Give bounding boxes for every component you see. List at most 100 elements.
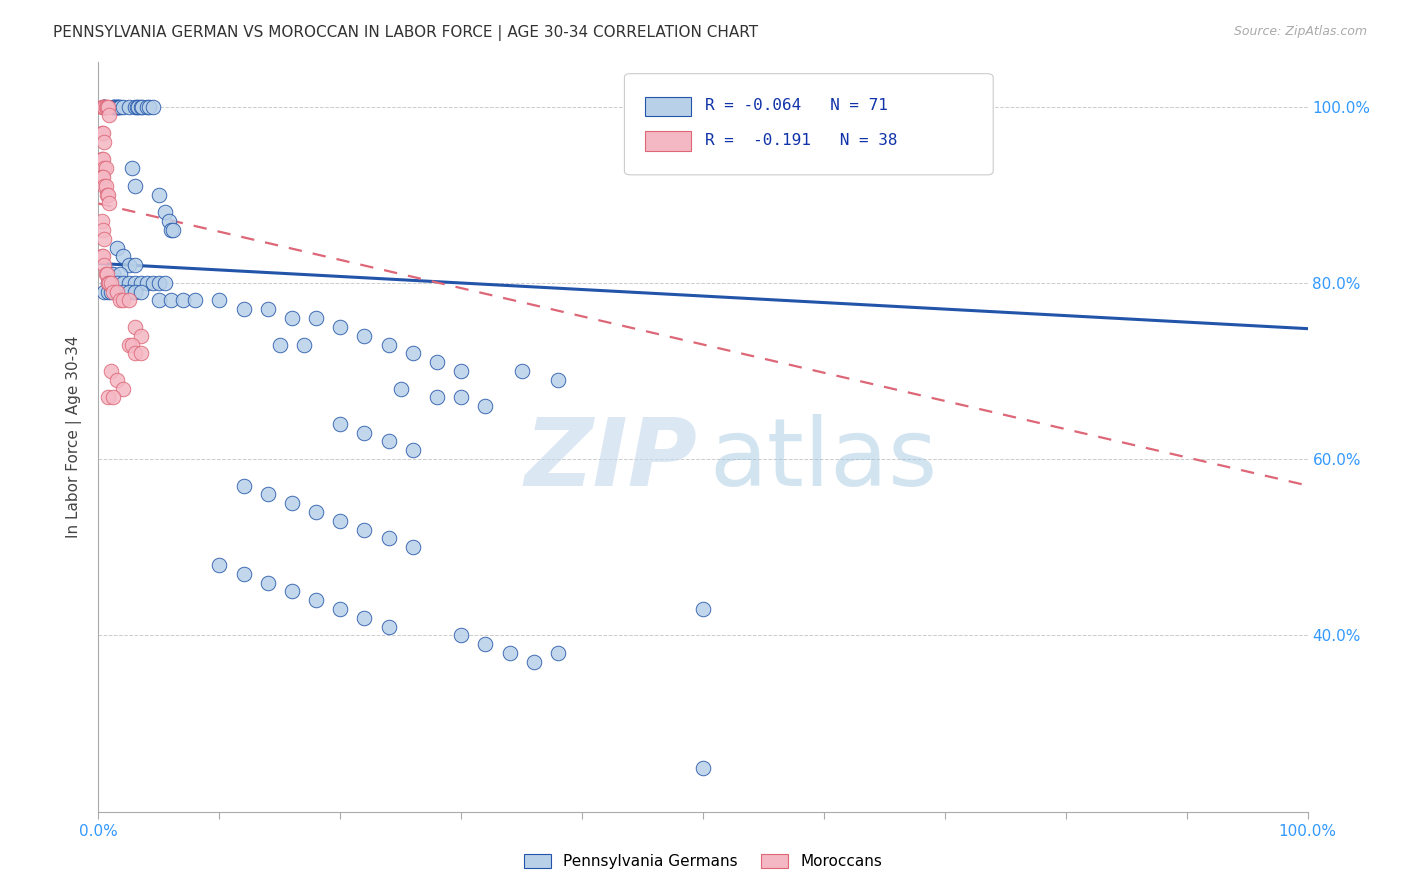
Point xyxy=(281,496,304,510)
Point xyxy=(91,99,114,113)
Point xyxy=(91,126,114,140)
Point xyxy=(108,99,131,113)
Text: R =  -0.191   N = 38: R = -0.191 N = 38 xyxy=(706,133,898,148)
Point xyxy=(256,575,278,590)
Point xyxy=(389,382,412,396)
Point xyxy=(402,346,425,360)
Point xyxy=(142,276,165,290)
Point xyxy=(94,161,117,176)
Point xyxy=(208,558,231,572)
Point xyxy=(162,223,184,237)
Point xyxy=(402,443,425,458)
Point xyxy=(208,293,231,308)
Point xyxy=(124,276,146,290)
Point xyxy=(547,646,569,660)
Point xyxy=(96,187,118,202)
Point xyxy=(118,293,141,308)
Point xyxy=(105,373,128,387)
Point xyxy=(148,187,170,202)
Point xyxy=(305,505,328,519)
Point xyxy=(329,417,352,431)
Point xyxy=(100,285,122,299)
Point xyxy=(269,337,291,351)
Point xyxy=(93,99,115,113)
Point xyxy=(103,99,125,113)
Point xyxy=(97,285,120,299)
Point xyxy=(100,276,122,290)
Point xyxy=(129,346,152,360)
Point xyxy=(97,276,120,290)
Point xyxy=(142,99,165,113)
Point xyxy=(281,584,304,599)
Text: Source: ZipAtlas.com: Source: ZipAtlas.com xyxy=(1233,25,1367,38)
Point xyxy=(353,611,375,625)
Point xyxy=(93,232,115,246)
Point xyxy=(232,478,254,492)
Text: atlas: atlas xyxy=(709,414,938,506)
Point xyxy=(305,593,328,607)
Point xyxy=(108,99,131,113)
Point xyxy=(160,293,183,308)
Point xyxy=(111,99,134,113)
Point xyxy=(93,99,115,113)
Point xyxy=(94,267,117,281)
Point xyxy=(129,285,152,299)
Point xyxy=(426,391,449,405)
Point xyxy=(118,99,141,113)
Point xyxy=(118,285,141,299)
Point xyxy=(124,258,146,272)
Point xyxy=(135,276,157,290)
Point xyxy=(329,602,352,616)
Point xyxy=(98,108,121,122)
Point xyxy=(692,761,714,775)
Point xyxy=(96,267,118,281)
Point xyxy=(93,99,115,113)
Point xyxy=(523,655,546,669)
Point xyxy=(377,337,399,351)
Point xyxy=(160,223,183,237)
Text: PENNSYLVANIA GERMAN VS MOROCCAN IN LABOR FORCE | AGE 30-34 CORRELATION CHART: PENNSYLVANIA GERMAN VS MOROCCAN IN LABOR… xyxy=(53,25,759,41)
Point xyxy=(108,267,131,281)
Point xyxy=(108,293,131,308)
Bar xyxy=(645,97,690,116)
Point xyxy=(111,293,134,308)
Point xyxy=(97,187,120,202)
Point xyxy=(377,434,399,449)
Point xyxy=(101,285,124,299)
Point xyxy=(91,99,114,113)
Point xyxy=(127,99,149,113)
Point xyxy=(118,258,141,272)
Point xyxy=(101,391,124,405)
Point xyxy=(93,178,115,193)
Point xyxy=(148,293,170,308)
Point xyxy=(256,487,278,501)
Point xyxy=(105,285,128,299)
Point xyxy=(104,99,127,113)
Bar xyxy=(645,131,690,151)
Point xyxy=(292,337,315,351)
Point xyxy=(129,276,152,290)
Point xyxy=(498,646,520,660)
Point xyxy=(93,135,115,149)
Point xyxy=(97,99,120,113)
Point xyxy=(98,196,121,211)
Point xyxy=(510,364,533,378)
FancyBboxPatch shape xyxy=(624,74,993,175)
Point xyxy=(426,355,449,369)
Point xyxy=(118,276,141,290)
Point xyxy=(450,364,472,378)
Point xyxy=(105,276,128,290)
Point xyxy=(184,293,207,308)
Point xyxy=(91,126,114,140)
Point xyxy=(91,169,114,184)
Point xyxy=(124,99,146,113)
Point xyxy=(135,99,157,113)
Point xyxy=(256,302,278,317)
Point xyxy=(91,249,114,263)
Point xyxy=(172,293,194,308)
Y-axis label: In Labor Force | Age 30-34: In Labor Force | Age 30-34 xyxy=(66,335,83,539)
Point xyxy=(450,628,472,642)
Text: ZIP: ZIP xyxy=(524,414,697,506)
Point xyxy=(129,99,152,113)
Point xyxy=(377,532,399,546)
